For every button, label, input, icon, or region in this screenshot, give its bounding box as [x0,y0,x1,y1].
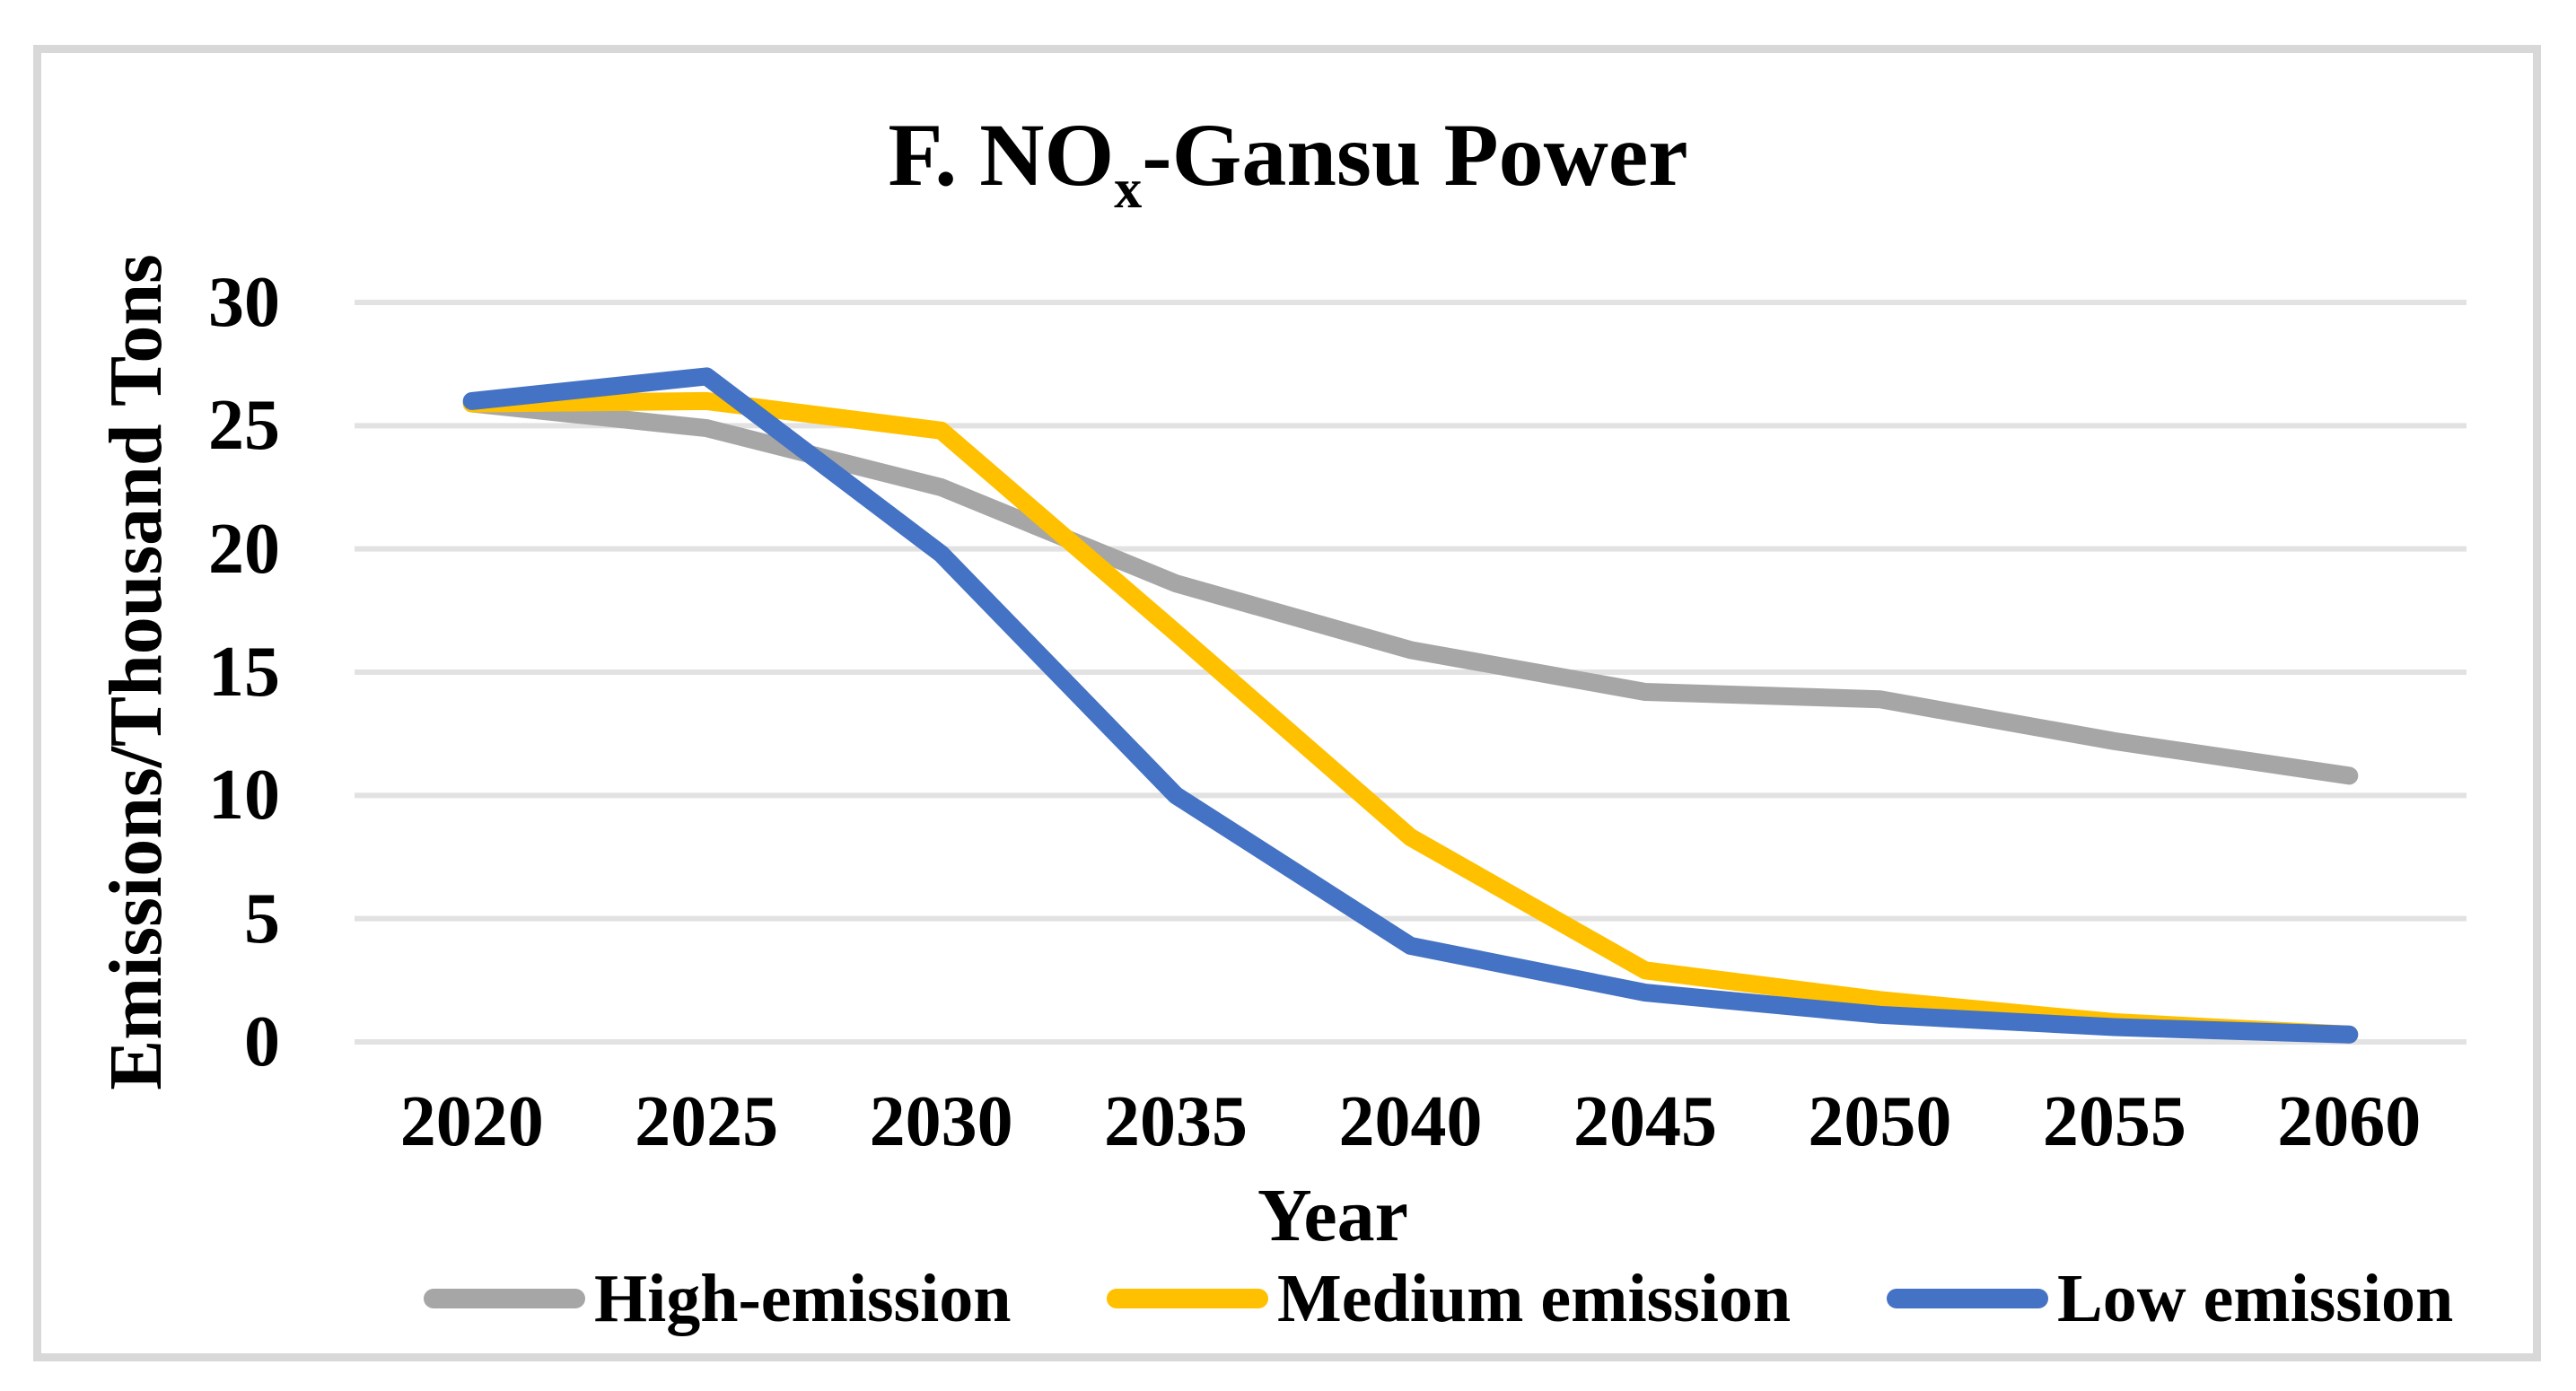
legend-label: High-emission [594,1261,1012,1336]
chart-border [33,45,2541,1361]
y-tick-label: 0 [244,1002,280,1081]
legend-label: Medium emission [1277,1261,1792,1336]
legend-item-medium-emission: Medium emission [1107,1257,1791,1340]
legend: High-emission Medium emission Low emission [0,1257,2576,1340]
x-tick-label: 2055 [2042,1082,2186,1161]
chart-title-subscript: x [1114,159,1143,221]
x-tick-label: 2040 [1338,1082,1483,1161]
series-line-high-emission [462,394,2359,785]
x-tick-label: 2045 [1573,1082,1717,1161]
x-axis-title: Year [1257,1174,1408,1257]
y-tick-label: 20 [208,509,280,589]
y-tick-label: 30 [208,263,280,342]
x-tick-label: 2030 [869,1082,1013,1161]
legend-label: Low emission [2057,1261,2454,1336]
series-line-low-emission [462,367,2359,1044]
legend-swatch-low-emission [1887,1289,2048,1308]
y-tick-label: 25 [208,386,280,466]
chart-title: F. NOx-Gansu Power [888,110,1687,218]
legend-swatch-high-emission [424,1289,585,1308]
legend-item-low-emission: Low emission [1887,1257,2453,1340]
x-tick-label: 2035 [1104,1082,1249,1161]
legend-item-high-emission: High-emission [424,1257,1012,1340]
chart-title-suffix: -Gansu Power [1142,105,1688,205]
y-tick-label: 15 [208,633,280,712]
y-tick-label: 10 [208,756,280,835]
x-tick-label: 2050 [1808,1082,1952,1161]
legend-swatch-medium-emission [1107,1289,1268,1308]
x-tick-label: 2060 [2277,1082,2422,1161]
x-tick-label: 2020 [399,1082,544,1161]
y-tick-label: 5 [244,879,280,958]
chart-title-prefix: F. NO [888,105,1115,205]
x-tick-label: 2025 [635,1082,779,1161]
